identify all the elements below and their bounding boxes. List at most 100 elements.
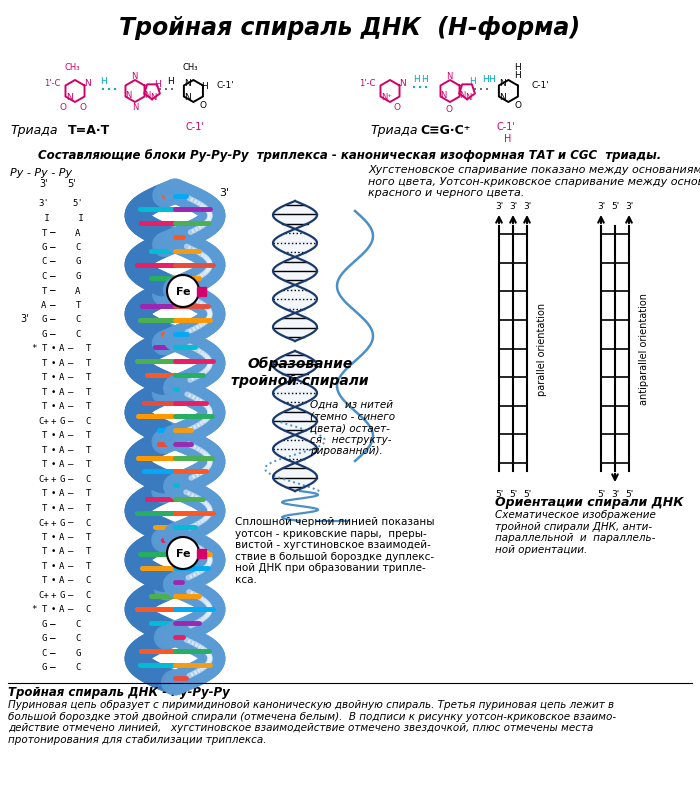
Text: T: T [41,561,47,570]
Text: A: A [60,547,64,556]
Text: G: G [41,329,47,338]
Polygon shape [273,469,317,478]
Text: 3': 3' [495,202,503,211]
Text: 3': 3' [20,314,29,324]
Text: T: T [85,489,91,498]
Text: A: A [60,532,64,541]
Text: 5': 5' [495,489,503,499]
Text: –: – [50,620,56,629]
Text: •: • [50,489,56,498]
Text: T: T [41,358,47,367]
Text: C: C [41,257,47,266]
Text: G: G [60,474,64,483]
Text: C: C [76,633,80,642]
Text: –: – [69,561,74,570]
Text: N: N [132,103,138,112]
Text: H: H [489,75,495,84]
Polygon shape [273,300,317,310]
Bar [197,549,206,558]
Text: *: * [32,344,36,353]
Text: T: T [41,504,47,513]
Text: –: – [69,417,74,426]
Text: C: C [85,576,91,585]
Text: N: N [131,72,137,81]
Text: +: + [50,417,56,426]
Text: T: T [85,431,91,440]
Text: A: A [60,431,64,440]
Text: T: T [41,431,47,440]
Text: –: – [50,633,56,642]
Text: •: • [50,388,56,397]
Text: N: N [125,91,132,100]
Text: I: I [73,214,83,223]
Text: +: + [50,474,56,483]
Text: A: A [60,576,64,585]
Text: T: T [76,301,80,310]
Polygon shape [284,281,307,290]
Polygon shape [273,422,317,431]
Text: T: T [41,460,47,469]
Text: A: A [60,373,64,382]
Text: C: C [41,272,47,281]
Text: C: C [41,648,47,657]
Text: C-1': C-1' [216,81,234,90]
Text: 3': 3' [509,202,517,211]
Text: A: A [60,460,64,469]
Text: C: C [85,474,91,483]
Polygon shape [284,402,307,412]
Text: H: H [167,77,174,86]
Polygon shape [273,272,317,281]
Text: Пуриновая цепь образует с пиримидиновой каноническую двойную спираль. Третья пур: Пуриновая цепь образует с пиримидиновой … [8,699,616,744]
Text: Тройная спираль ДНК  (Н-форма): Тройная спираль ДНК (Н-форма) [120,16,580,40]
Text: I: I [38,214,50,223]
Text: –: – [50,242,56,251]
Text: –: – [50,257,56,266]
Text: G: G [60,518,64,527]
Text: H: H [504,134,512,144]
Text: •: • [50,532,56,541]
Text: T: T [41,489,47,498]
Polygon shape [273,365,317,374]
Text: A: A [60,445,64,454]
Text: N: N [66,93,73,102]
Text: N: N [150,93,157,102]
Text: T: T [85,445,91,454]
Text: T: T [41,373,47,382]
Text: O: O [199,101,206,109]
Polygon shape [284,253,307,262]
Text: T: T [41,532,47,541]
Text: 3': 3' [611,489,619,499]
Text: –: – [50,286,56,295]
Text: –: – [69,518,74,527]
Text: C: C [76,663,80,672]
Polygon shape [273,355,317,365]
Text: T: T [41,228,47,237]
Text: A: A [60,605,64,614]
Text: N: N [446,72,452,81]
Text: –: – [69,532,74,541]
Text: C-1': C-1' [186,122,204,132]
Text: Образование
тройной спирали: Образование тройной спирали [231,357,369,387]
Text: A: A [60,504,64,513]
Text: –: – [50,648,56,657]
Text: –: – [69,547,74,556]
Text: 3': 3' [625,202,633,211]
Text: Ру - Ру - Ру: Ру - Ру - Ру [10,168,72,178]
Text: 5': 5' [509,489,517,499]
Text: C: C [85,590,91,599]
Polygon shape [273,319,317,328]
Text: G: G [41,633,47,642]
Text: A: A [60,344,64,353]
Text: H: H [514,71,521,80]
Text: –: – [50,272,56,281]
Text: H: H [482,75,489,84]
Text: N: N [84,79,91,88]
Text: –: – [50,620,56,629]
Text: 3': 3' [40,178,48,189]
Circle shape [167,538,199,569]
Text: –: – [69,474,74,483]
Text: •: • [50,358,56,367]
Text: •: • [50,547,56,556]
Text: 3': 3' [523,202,531,211]
Text: –: – [69,504,74,513]
